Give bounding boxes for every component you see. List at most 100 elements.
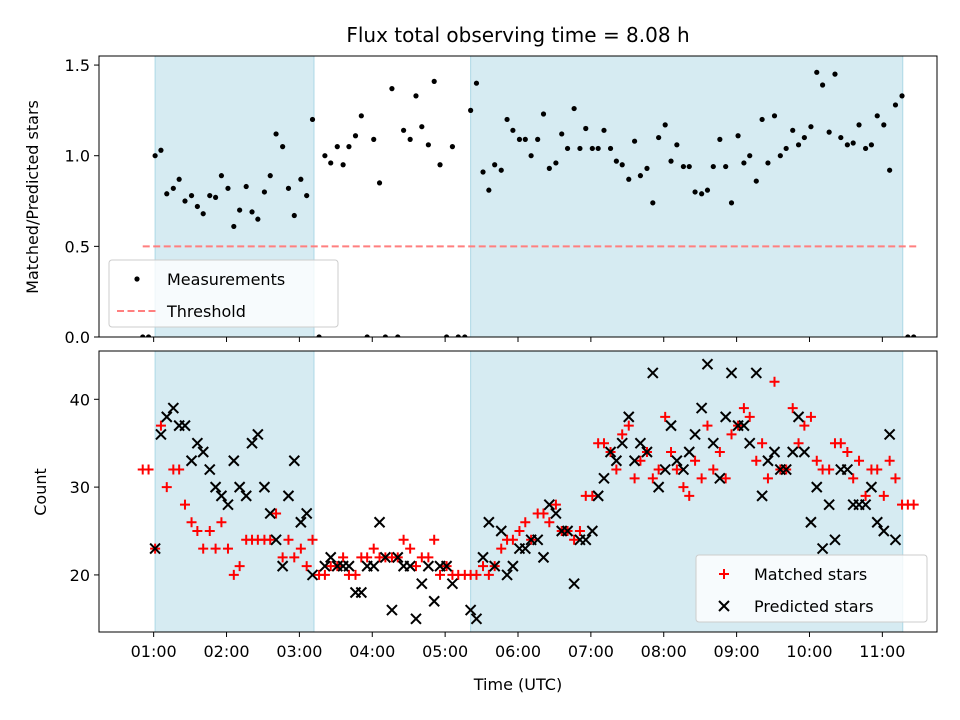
predicted-star-point — [470, 613, 483, 625]
predicted-star-point — [319, 560, 331, 572]
matched-star-point — [720, 473, 731, 484]
measurement-point — [656, 134, 662, 141]
predicted-star-point — [707, 437, 719, 449]
predicted-star-point — [792, 411, 805, 423]
matched-star-point — [702, 420, 713, 431]
x-tick-label: 02:00 — [203, 642, 249, 661]
predicted-star-point — [805, 516, 817, 528]
measurement-point — [741, 160, 747, 166]
measurement-point — [589, 145, 595, 152]
matched-star-point — [666, 446, 677, 457]
measurement-point — [759, 116, 765, 123]
measurement-point — [619, 162, 625, 168]
predicted-star-point — [446, 577, 459, 590]
measurement-point — [176, 176, 182, 182]
matched-star-point — [744, 411, 755, 422]
matched-star-point — [338, 552, 349, 563]
top-legend: Measurements Threshold — [108, 259, 339, 328]
matched-star-point — [429, 534, 440, 545]
predicted-star-point — [865, 481, 878, 493]
measurement-point — [881, 122, 887, 128]
measurement-point — [218, 173, 225, 179]
matched-star-point — [507, 534, 518, 545]
matched-star-point — [842, 446, 853, 457]
predicted-star-point — [191, 437, 204, 449]
top-observing-band — [470, 56, 904, 337]
predicted-star-point — [568, 577, 580, 590]
matched-star-point — [155, 420, 166, 431]
measurement-point — [790, 127, 796, 133]
measurement-point — [140, 334, 146, 337]
matched-star-point — [161, 482, 172, 493]
measurement-point — [298, 176, 304, 182]
predicted-star-point — [592, 490, 604, 502]
measurement-point — [158, 147, 164, 153]
predicted-star-point — [197, 446, 209, 458]
measurement-point — [680, 163, 687, 170]
matched-star-point — [623, 420, 634, 431]
matched-star-point — [757, 438, 768, 449]
predicted-star-point — [798, 446, 811, 458]
measurement-point — [674, 142, 680, 148]
measurement-point — [717, 136, 723, 142]
measurement-point — [328, 160, 334, 166]
measurement-point — [522, 136, 528, 142]
predicted-star-point — [246, 437, 258, 449]
measurement-point — [832, 71, 838, 77]
measurement-point — [844, 142, 850, 148]
x-tick-label: 08:00 — [641, 642, 687, 661]
matched-star-point — [811, 455, 822, 466]
measurement-point — [887, 167, 893, 173]
bottom-legend-label: Predicted stars — [754, 597, 874, 616]
measurement-point — [510, 127, 516, 133]
predicted-star-point — [598, 472, 610, 485]
predicted-star-point — [215, 490, 228, 502]
measurement-point — [486, 187, 492, 193]
matched-star-point — [696, 473, 707, 484]
measurement-point — [564, 145, 571, 152]
measurement-point — [376, 180, 383, 186]
measurement-point — [801, 134, 807, 141]
matched-star-point — [277, 552, 288, 563]
matched-star-point — [617, 429, 628, 440]
matched-star-point — [878, 490, 889, 501]
predicted-star-point — [149, 542, 161, 555]
bottom-y-tick-label: 40 — [70, 390, 90, 409]
bottom-plot: 20 30 40 01:00 02:00 03:00 04:00 05:00 06:00 07:0… — [70, 350, 938, 661]
measurement-point — [826, 129, 832, 135]
matched-star-point — [471, 569, 482, 580]
predicted-star-point — [883, 428, 896, 441]
measurement-point — [911, 334, 917, 337]
top-y-tick-label: 0.5 — [65, 237, 90, 256]
measurement-point — [425, 142, 431, 148]
matched-star-point — [629, 473, 640, 484]
predicted-star-point — [829, 534, 841, 546]
predicted-star-point — [209, 481, 222, 493]
matched-star-point — [174, 464, 185, 475]
measurement-point — [182, 198, 188, 204]
matched-star-point — [362, 552, 373, 563]
top-legend-box — [108, 259, 339, 328]
predicted-star-point — [288, 455, 300, 467]
matched-star-point — [514, 526, 525, 537]
matched-star-point — [538, 508, 549, 519]
x-tick-label: 10:00 — [786, 642, 832, 661]
predicted-star-point — [683, 446, 695, 458]
predicted-star-point — [392, 551, 404, 564]
measurement-point — [577, 145, 583, 152]
predicted-star-point — [725, 367, 738, 379]
measurement-point — [364, 334, 370, 337]
predicted-star-point — [665, 419, 677, 432]
measurement-point — [273, 131, 279, 137]
matched-star-point — [708, 464, 719, 475]
predicted-star-point — [373, 516, 386, 528]
predicted-star-point — [823, 498, 835, 511]
matched-star-point — [574, 526, 585, 537]
matched-star-point — [435, 569, 446, 580]
matched-star-point — [483, 569, 494, 580]
measurement-point — [480, 169, 486, 175]
x-tick-label: 05:00 — [422, 642, 468, 661]
predicted-star-point — [889, 534, 902, 546]
predicted-star-point — [714, 472, 726, 485]
measurement-point — [243, 183, 249, 190]
